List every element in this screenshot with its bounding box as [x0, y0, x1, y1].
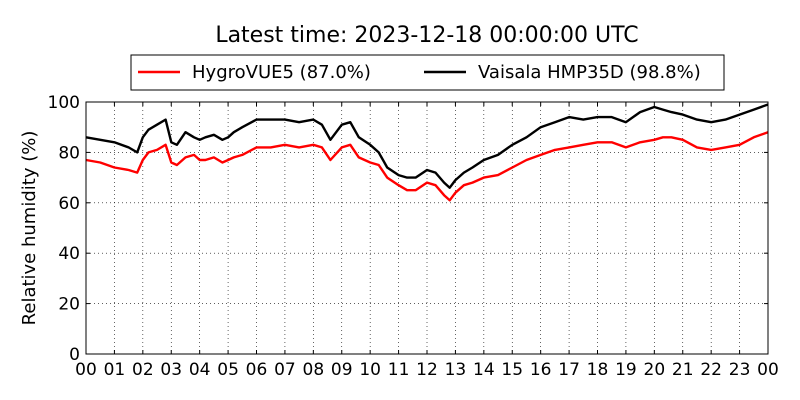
- x-tick-label: 15: [501, 360, 523, 380]
- series-line-hygrovue5: [85, 131, 769, 202]
- legend-label-hygrovue5: HygroVUE5 (87.0%): [192, 62, 371, 83]
- x-tick-labels: 00 01 02 03 04 05 06 07 08 09 10 11 12 13 14 15 16 17 18 19…: [75, 360, 779, 380]
- x-tick-label: 16: [530, 360, 552, 380]
- x-tick-label: 03: [160, 360, 182, 380]
- legend-label-hmp35d: Vaisala HMP35D (98.8%): [478, 62, 701, 83]
- grid-lines: [86, 102, 768, 354]
- x-tick-label: 08: [303, 360, 325, 380]
- x-tick-label: 17: [558, 360, 580, 380]
- x-tick-label: 01: [104, 360, 126, 380]
- x-tick-label: 18: [587, 360, 609, 380]
- x-tick-label: 22: [700, 360, 722, 380]
- series-line-hmp35d: [85, 103, 769, 189]
- plot-frame: [85, 101, 769, 355]
- x-tick-label: 21: [672, 360, 694, 380]
- y-tick-label: 0: [69, 345, 80, 365]
- chart-title: Latest time: 2023-12-18 00:00:00 UTC: [215, 23, 638, 48]
- y-tick-labels: 0 20 40 60 80 100: [48, 93, 80, 365]
- y-tick-label: 20: [58, 295, 80, 315]
- x-tick-label: 11: [388, 360, 410, 380]
- x-tick-label: 14: [473, 360, 495, 380]
- series-lines: [85, 103, 769, 202]
- x-tick-label: 00: [75, 360, 97, 380]
- x-tick-label: 10: [359, 360, 381, 380]
- x-tick-label: 06: [246, 360, 268, 380]
- y-tick-label: 60: [58, 194, 80, 214]
- y-tick-label: 100: [48, 93, 80, 113]
- y-tick-label: 80: [58, 143, 80, 163]
- x-tick-label: 09: [331, 360, 353, 380]
- x-tick-label: 02: [132, 360, 154, 380]
- x-tick-label: 23: [729, 360, 751, 380]
- chart-legend: HygroVUE5 (87.0%) Vaisala HMP35D (98.8%): [130, 54, 725, 91]
- x-tick-label: 20: [644, 360, 666, 380]
- x-tick-label: 04: [189, 360, 211, 380]
- y-axis-label: Relative humidity (%): [19, 131, 40, 326]
- y-tick-label: 40: [58, 244, 80, 264]
- x-tick-label: 19: [615, 360, 637, 380]
- x-tick-label: 05: [217, 360, 239, 380]
- axis-ticks: [85, 101, 769, 355]
- x-tick-label: 07: [274, 360, 296, 380]
- x-tick-label: 13: [445, 360, 467, 380]
- x-tick-label: 12: [416, 360, 438, 380]
- x-tick-label: 00: [757, 360, 779, 380]
